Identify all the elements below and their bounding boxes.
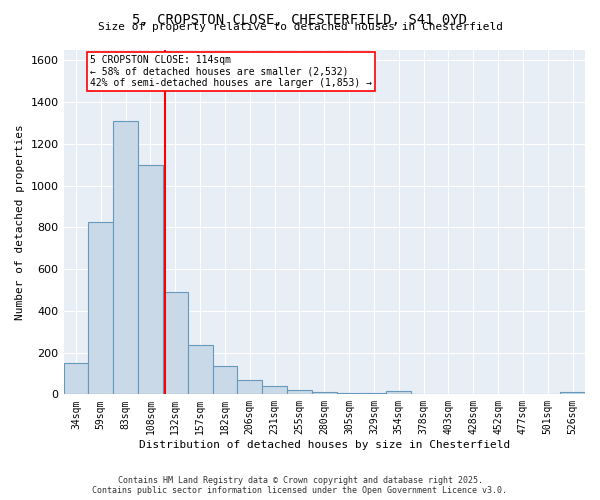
Bar [386,392,411,394]
Text: 5, CROPSTON CLOSE, CHESTERFIELD, S41 0YD: 5, CROPSTON CLOSE, CHESTERFIELD, S41 0YD [133,12,467,26]
Bar [188,346,212,395]
Y-axis label: Number of detached properties: Number of detached properties [15,124,25,320]
Bar [287,390,312,394]
Bar [64,364,88,394]
Bar [113,121,138,394]
Text: 5 CROPSTON CLOSE: 114sqm
← 58% of detached houses are smaller (2,532)
42% of sem: 5 CROPSTON CLOSE: 114sqm ← 58% of detach… [89,55,371,88]
Text: Size of property relative to detached houses in Chesterfield: Size of property relative to detached ho… [97,22,503,32]
Bar [88,222,113,394]
Text: Contains HM Land Registry data © Crown copyright and database right 2025.
Contai: Contains HM Land Registry data © Crown c… [92,476,508,495]
Bar [138,165,163,394]
X-axis label: Distribution of detached houses by size in Chesterfield: Distribution of detached houses by size … [139,440,510,450]
Bar [262,386,287,394]
Bar [163,292,188,394]
Bar [212,366,238,394]
Bar [560,392,585,394]
Bar [238,380,262,394]
Bar [312,392,337,394]
